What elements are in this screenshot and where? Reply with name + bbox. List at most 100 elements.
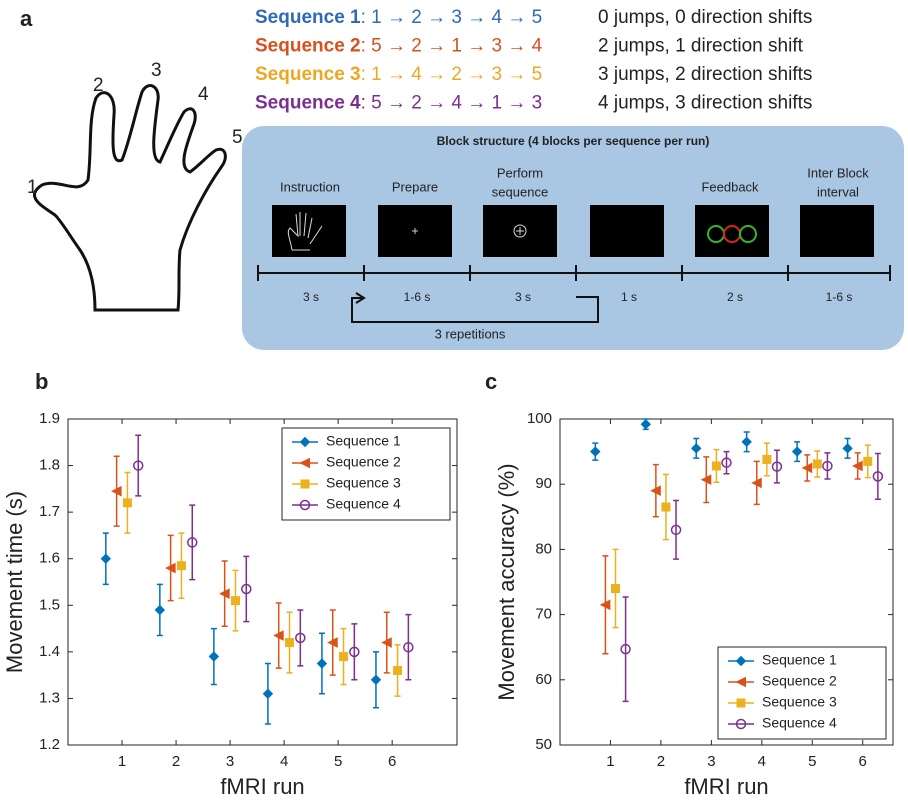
marker bbox=[812, 459, 822, 469]
sequence-description: 0 jumps, 0 direction shifts bbox=[598, 7, 812, 28]
sequence-steps: : 1 → 2 → 3 → 4 → 5 bbox=[361, 7, 543, 28]
error-bar bbox=[773, 449, 780, 484]
finger-label: 3 bbox=[151, 60, 162, 81]
hand-outline bbox=[33, 84, 227, 312]
error-bar bbox=[351, 623, 358, 681]
axes-box bbox=[559, 418, 894, 746]
error-bar bbox=[243, 555, 250, 623]
marker bbox=[393, 665, 403, 675]
legend: Sequence 1 Sequence 2 Sequence 3 Sequence 4 bbox=[281, 427, 451, 521]
legend: Sequence 1 Sequence 2 Sequence 3 Sequence 4 bbox=[717, 646, 887, 740]
marker bbox=[650, 485, 661, 497]
marker bbox=[295, 632, 306, 644]
marker bbox=[208, 651, 220, 662]
duration: 2 s bbox=[727, 290, 743, 304]
block-title: Block structure (4 blocks per sequence p… bbox=[437, 134, 710, 148]
y-tick-label: 70 bbox=[535, 606, 552, 623]
fixation-icon bbox=[412, 228, 418, 234]
legend-label: Sequence 4 bbox=[326, 496, 401, 512]
legend-label: Sequence 1 bbox=[762, 652, 837, 668]
marker bbox=[640, 419, 651, 430]
marker bbox=[165, 562, 176, 574]
sequence-name: Sequence 4 bbox=[255, 93, 361, 114]
sequence-name: Sequence 2 bbox=[255, 36, 361, 57]
legend-label: Sequence 4 bbox=[762, 715, 837, 731]
x-axis-label: fMRI run bbox=[220, 774, 304, 799]
duration: 3 s bbox=[303, 290, 319, 304]
block-panel bbox=[242, 126, 904, 350]
duration: 3 s bbox=[515, 290, 531, 304]
sequence-steps: : 5 → 2 → 4 → 1 → 3 bbox=[361, 93, 543, 114]
marker bbox=[711, 461, 721, 471]
error-bar bbox=[824, 452, 831, 480]
marker bbox=[822, 460, 833, 472]
error-bar bbox=[405, 613, 412, 681]
marker bbox=[187, 537, 198, 548]
error-bar bbox=[874, 452, 881, 500]
error-bar bbox=[297, 609, 304, 667]
sequence-name: Sequence 3 bbox=[255, 64, 361, 85]
y-tick-label: 1.8 bbox=[39, 457, 60, 474]
duration: 1 s bbox=[621, 290, 637, 304]
y-tick-label: 1.7 bbox=[39, 503, 60, 520]
marker bbox=[590, 446, 601, 457]
marker bbox=[300, 479, 310, 489]
marker bbox=[762, 454, 772, 464]
y-tick-label: 1.9 bbox=[39, 410, 60, 427]
marker bbox=[751, 477, 762, 489]
marker bbox=[111, 485, 122, 497]
go-icon bbox=[513, 224, 527, 238]
y-tick-label: 1.2 bbox=[39, 736, 60, 753]
sequence-steps: : 5 → 2 → 1 → 3 → 4 bbox=[361, 36, 543, 57]
marker bbox=[599, 599, 611, 611]
y-axis-label: Movement accuracy (%) bbox=[494, 463, 519, 700]
marker bbox=[132, 460, 144, 471]
finger-label: 1 bbox=[27, 177, 38, 198]
marker bbox=[842, 443, 853, 454]
marker bbox=[241, 583, 252, 595]
y-tick-label: 1.5 bbox=[39, 596, 60, 613]
marker bbox=[670, 524, 682, 536]
sequence-name: Sequence 1 bbox=[255, 7, 361, 28]
x-tick-label: 5 bbox=[334, 753, 342, 770]
marker bbox=[370, 674, 382, 686]
marker bbox=[154, 604, 166, 616]
sequence-line: Sequence 3: 1 → 4 → 2 → 3 → 5 bbox=[255, 64, 542, 85]
sequence-description: 4 jumps, 3 direction shifts bbox=[598, 93, 812, 114]
y-axis-label: Movement time (s) bbox=[2, 491, 27, 673]
marker bbox=[741, 436, 752, 448]
panel-label: b bbox=[35, 369, 48, 394]
marker bbox=[299, 457, 310, 469]
feedback-icons bbox=[707, 225, 757, 243]
legend-label: Sequence 2 bbox=[326, 454, 401, 470]
marker bbox=[262, 688, 274, 699]
marker bbox=[273, 630, 284, 641]
sequence-line: Sequence 1: 1 → 2 → 3 → 4 → 5 bbox=[255, 7, 542, 28]
error-bar bbox=[189, 504, 196, 581]
y-tick-label: 90 bbox=[535, 475, 552, 492]
marker bbox=[863, 456, 873, 466]
x-tick-label: 5 bbox=[808, 753, 816, 770]
x-tick-label: 2 bbox=[172, 753, 180, 770]
duration: 1-6 s bbox=[404, 290, 431, 304]
marker bbox=[791, 446, 803, 457]
finger-label: 4 bbox=[198, 84, 209, 105]
axes-box bbox=[67, 418, 458, 746]
chart: b 1.2 1.3 1.4 1.5 1.6 1.7 1.8 1.9 1 2 3 4 5 6 fMRI run M… bbox=[2, 369, 458, 799]
marker bbox=[176, 561, 186, 571]
marker bbox=[721, 457, 732, 468]
stage-screen bbox=[695, 205, 769, 257]
repetitions: 3 repetitions bbox=[435, 326, 506, 341]
marker bbox=[100, 553, 112, 564]
sequence-line: Sequence 4: 5 → 2 → 4 → 1 → 3 bbox=[255, 93, 542, 114]
marker bbox=[403, 641, 414, 653]
x-tick-label: 4 bbox=[280, 753, 288, 770]
stage-label: Perform bbox=[497, 165, 543, 180]
marker bbox=[122, 498, 132, 508]
legend-label: Sequence 3 bbox=[326, 475, 401, 491]
finger-label: 2 bbox=[93, 75, 104, 96]
y-tick-label: 100 bbox=[527, 410, 552, 427]
timeline-ticks bbox=[257, 265, 891, 281]
stage-label: sequence bbox=[492, 184, 548, 199]
error-bar bbox=[622, 596, 629, 703]
